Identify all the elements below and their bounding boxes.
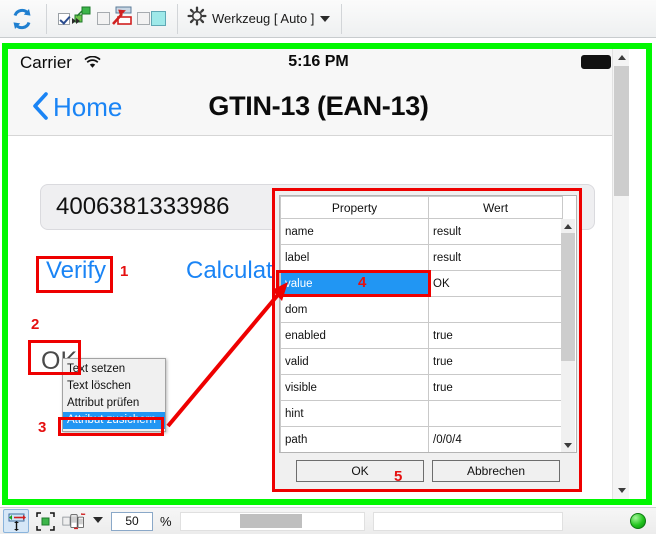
- triangle-up-icon[interactable]: [561, 219, 575, 233]
- chevron-left-icon[interactable]: [32, 91, 49, 121]
- table-row[interactable]: hint: [280, 400, 563, 427]
- annotation-number-1: 1: [120, 263, 129, 280]
- toolbar-divider-2: [177, 3, 178, 34]
- annotation-number-2: 2: [31, 316, 40, 333]
- cell-value[interactable]: true: [428, 322, 563, 349]
- cell-value[interactable]: true: [428, 374, 563, 401]
- mode-toggle-highlight[interactable]: [135, 4, 168, 34]
- table-row[interactable]: valid true: [280, 348, 563, 375]
- mode-toggle-record[interactable]: [95, 4, 135, 34]
- cancel-button[interactable]: Abbrechen: [432, 460, 560, 482]
- scrollbar-thumb[interactable]: [561, 233, 575, 361]
- cell-value[interactable]: result: [428, 218, 563, 245]
- checkbox-highlight-icon[interactable]: [137, 12, 150, 25]
- carrier-label: Carrier: [20, 53, 72, 72]
- status-led-green: [630, 513, 646, 529]
- red-arrow-window-icon: [111, 5, 133, 32]
- annotation-number-5: 5: [394, 468, 403, 485]
- status-field-right: [372, 511, 563, 531]
- context-menu-item-text-setzen[interactable]: Text setzen: [67, 363, 126, 375]
- table-row[interactable]: enabled true: [280, 322, 563, 349]
- page-title: GTIN-13 (EAN-13): [208, 91, 429, 121]
- cell-value[interactable]: true: [428, 348, 563, 375]
- cell-property[interactable]: valid: [280, 348, 429, 375]
- chevron-down-icon[interactable]: [91, 512, 105, 530]
- column-header-wert: Wert: [428, 196, 563, 219]
- cell-property[interactable]: dom: [280, 296, 429, 323]
- checkbox-run-icon[interactable]: [58, 12, 70, 25]
- context-menu-item-attribut-pruefen[interactable]: Attribut prüfen: [67, 397, 140, 409]
- dialog-button-row: OK Abbrechen: [275, 460, 581, 482]
- cell-property[interactable]: path: [280, 426, 429, 452]
- toolbar-group-modes: [49, 0, 175, 38]
- device-select-icon[interactable]: [61, 509, 87, 533]
- property-dialog: Property Wert name result label result v…: [274, 190, 580, 490]
- ios-status-bar: Carrier 5:16 PM: [8, 49, 629, 76]
- fit-page-icon[interactable]: [32, 509, 58, 533]
- tool-dropdown[interactable]: Werkzeug [ Auto ]: [180, 0, 337, 38]
- cell-property[interactable]: name: [280, 218, 429, 245]
- cell-property[interactable]: visible: [280, 374, 429, 401]
- cell-value[interactable]: [428, 296, 563, 323]
- status-progress-block: [240, 514, 302, 528]
- property-table: Property Wert name result label result v…: [280, 196, 563, 452]
- fit-height-icon[interactable]: [3, 509, 29, 533]
- annotation-number-3: 3: [38, 419, 47, 436]
- calculate-button[interactable]: Calculate: [186, 257, 287, 284]
- mode-toggle-run[interactable]: [56, 4, 95, 34]
- bottom-status-bar: 50 %: [0, 507, 656, 534]
- battery-full-icon: [581, 55, 615, 69]
- verify-button[interactable]: Verify: [46, 257, 107, 284]
- cell-value[interactable]: result: [428, 244, 563, 271]
- zoom-input[interactable]: 50: [111, 511, 153, 531]
- cell-property[interactable]: enabled: [280, 322, 429, 349]
- back-button-home[interactable]: Home: [53, 92, 123, 122]
- toolbar-divider-3: [341, 3, 343, 34]
- table-header-row: Property Wert: [280, 196, 563, 219]
- device-scrollbar[interactable]: [612, 49, 629, 499]
- zoom-unit-label: %: [160, 513, 172, 529]
- checkbox-record-icon[interactable]: [97, 12, 110, 25]
- table-row[interactable]: label result: [280, 244, 563, 271]
- cell-property[interactable]: value: [280, 270, 429, 297]
- tool-dropdown-label: Werkzeug [ Auto ]: [212, 11, 315, 26]
- ios-nav-bar: Home GTIN-13 (EAN-13): [8, 76, 629, 136]
- triangle-down-icon[interactable]: [613, 482, 629, 499]
- table-row[interactable]: path /0/0/4: [280, 426, 563, 452]
- chevron-down-icon[interactable]: [320, 15, 331, 22]
- toolbar-divider-1: [46, 3, 47, 34]
- table-row[interactable]: name result: [280, 218, 563, 245]
- property-table-wrapper: Property Wert name result label result v…: [279, 195, 577, 453]
- context-menu[interactable]: Text setzen Text löschen Attribut prüfen…: [62, 358, 166, 432]
- context-menu-item-text-loeschen[interactable]: Text löschen: [67, 380, 131, 392]
- cell-value[interactable]: [428, 400, 563, 427]
- green-arrows-icon: [71, 5, 93, 32]
- column-header-property: Property: [280, 196, 429, 219]
- cell-value[interactable]: OK: [428, 270, 563, 297]
- annotation-number-4: 4: [358, 274, 367, 291]
- wifi-icon: [84, 55, 101, 69]
- context-menu-item-attribut-zusichern[interactable]: Attribut zusichern: [63, 412, 165, 429]
- toolbar-group-refresh: [0, 0, 44, 38]
- property-table-scrollbar[interactable]: [561, 219, 575, 452]
- ios-clock: 5:16 PM: [288, 53, 349, 70]
- table-row-selected[interactable]: value OK: [280, 270, 563, 297]
- cell-property[interactable]: hint: [280, 400, 429, 427]
- table-row[interactable]: dom: [280, 296, 563, 323]
- triangle-up-icon[interactable]: [613, 49, 629, 66]
- refresh-sync-icon[interactable]: [7, 4, 37, 34]
- scrollbar-thumb[interactable]: [614, 66, 629, 196]
- cell-property[interactable]: label: [280, 244, 429, 271]
- main-toolbar: Werkzeug [ Auto ]: [0, 0, 656, 38]
- gear-icon: [187, 6, 207, 31]
- cyan-square-icon: [151, 11, 166, 26]
- table-row[interactable]: visible true: [280, 374, 563, 401]
- triangle-down-icon[interactable]: [561, 438, 575, 452]
- cell-value[interactable]: /0/0/4: [428, 426, 563, 452]
- ok-button[interactable]: OK: [296, 460, 424, 482]
